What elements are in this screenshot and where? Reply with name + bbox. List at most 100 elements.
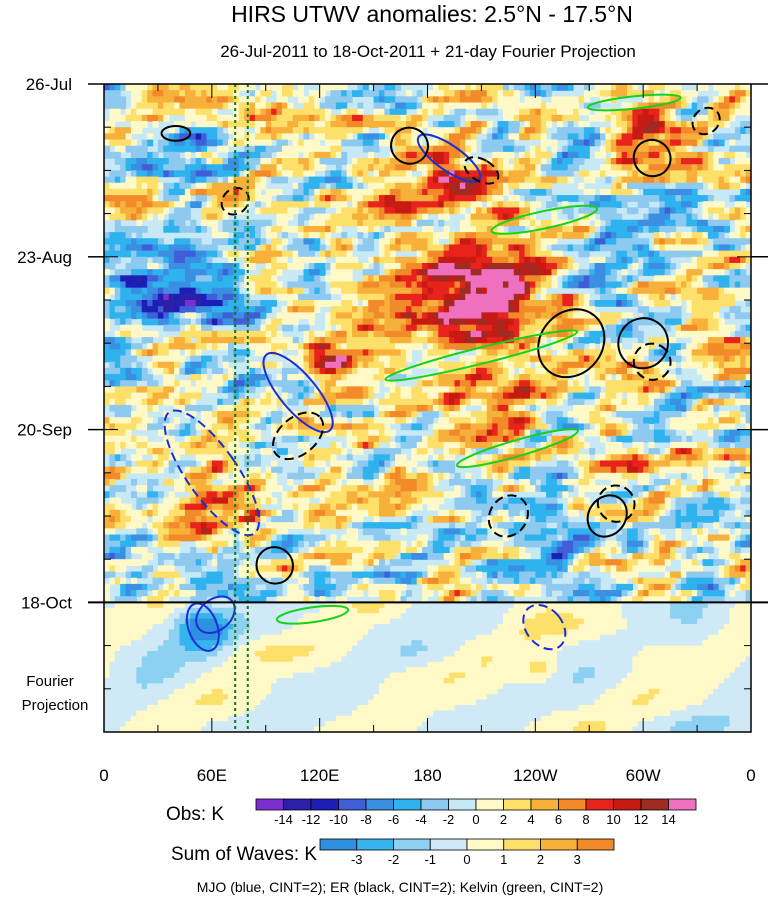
obs-cell bbox=[745, 287, 751, 295]
obs-cell bbox=[109, 312, 116, 320]
obs-cell bbox=[136, 232, 143, 239]
obs-cell bbox=[664, 250, 671, 258]
obs-cell bbox=[254, 207, 261, 215]
obs-cell bbox=[540, 102, 547, 110]
obs-cell bbox=[713, 269, 720, 276]
obs-cell bbox=[416, 300, 423, 307]
obs-cell bbox=[244, 176, 251, 184]
obs-cell bbox=[621, 361, 628, 369]
obs-cell bbox=[734, 343, 741, 350]
obs-cell bbox=[163, 145, 170, 153]
obs-cell bbox=[346, 287, 353, 295]
obs-cell bbox=[454, 281, 461, 289]
obs-cell bbox=[465, 324, 472, 332]
obs-cell bbox=[686, 170, 693, 178]
obs-cell bbox=[206, 250, 213, 258]
obs-cell bbox=[411, 102, 418, 110]
obs-cell bbox=[330, 287, 337, 295]
obs-cell bbox=[260, 312, 267, 320]
obs-cell bbox=[540, 108, 547, 116]
obs-cell bbox=[330, 318, 337, 326]
obs-cell bbox=[222, 232, 229, 239]
obs-cell bbox=[492, 250, 499, 258]
obs-cell bbox=[659, 213, 666, 221]
obs-cell bbox=[184, 201, 191, 209]
obs-cell bbox=[260, 114, 267, 122]
obs-cell bbox=[740, 90, 747, 97]
obs-cell bbox=[562, 232, 569, 239]
obs-cell bbox=[594, 318, 601, 326]
obs-cell bbox=[384, 312, 391, 320]
obs-cell bbox=[276, 225, 283, 233]
obs-cell bbox=[486, 195, 493, 202]
obs-cell bbox=[734, 361, 741, 369]
obs-cell bbox=[702, 293, 709, 301]
obs-cell bbox=[486, 96, 493, 104]
obs-cell bbox=[330, 262, 337, 270]
obs-cell bbox=[271, 250, 278, 258]
obs-cell bbox=[368, 188, 375, 196]
obs-cell bbox=[271, 84, 278, 91]
obs-cell bbox=[130, 121, 137, 128]
obs-cell bbox=[713, 367, 720, 375]
obs-cell bbox=[432, 201, 439, 209]
obs-cell bbox=[130, 312, 137, 320]
obs-cell bbox=[734, 238, 741, 246]
obs-cell bbox=[643, 256, 650, 264]
obs-cell bbox=[670, 90, 677, 97]
obs-cell bbox=[449, 238, 456, 246]
obs-cell bbox=[400, 343, 407, 350]
obs-cell bbox=[562, 151, 569, 159]
obs-cell bbox=[621, 102, 628, 110]
obs-cell bbox=[734, 158, 741, 165]
obs-cell bbox=[195, 201, 202, 209]
obs-cell bbox=[653, 182, 660, 190]
obs-cell bbox=[540, 219, 547, 227]
obs-cell bbox=[228, 380, 234, 387]
obs-cell bbox=[217, 182, 224, 190]
obs-cell bbox=[459, 324, 466, 332]
obs-cell bbox=[362, 324, 369, 332]
obs-cell bbox=[163, 374, 170, 381]
obs-cell bbox=[427, 306, 434, 313]
obs-cell bbox=[395, 84, 402, 91]
obs-cell bbox=[163, 133, 170, 141]
obs-cell bbox=[691, 250, 698, 258]
obs-cell bbox=[616, 238, 623, 246]
obs-cell bbox=[346, 207, 353, 215]
obs-cell bbox=[637, 355, 644, 363]
obs-cell bbox=[637, 349, 644, 357]
obs-cell bbox=[120, 188, 127, 196]
obs-cell bbox=[718, 114, 725, 122]
obs-cell bbox=[616, 312, 623, 320]
obs-cell bbox=[254, 300, 261, 307]
obs-cell bbox=[325, 219, 332, 227]
obs-cell bbox=[556, 324, 563, 332]
obs-cell bbox=[373, 114, 380, 122]
obs-cell bbox=[707, 318, 714, 326]
obs-cell bbox=[648, 114, 655, 122]
obs-cell bbox=[314, 244, 321, 252]
obs-cell bbox=[206, 293, 213, 301]
obs-cell bbox=[621, 262, 628, 270]
obs-cell bbox=[610, 90, 617, 97]
obs-cell bbox=[308, 164, 315, 171]
obs-cell bbox=[260, 306, 267, 313]
obs-cell bbox=[546, 84, 553, 91]
obs-cell bbox=[519, 108, 526, 116]
obs-cell bbox=[502, 275, 509, 283]
obs-cell bbox=[136, 114, 143, 122]
obs-cell bbox=[502, 133, 509, 141]
obs-cell bbox=[130, 238, 137, 246]
obs-cell bbox=[438, 84, 445, 91]
obs-cell bbox=[378, 250, 385, 258]
obs-cell bbox=[492, 380, 499, 387]
obs-cell bbox=[734, 287, 741, 295]
obs-cell bbox=[114, 361, 121, 369]
obs-cell bbox=[524, 374, 531, 381]
obs-cell bbox=[567, 102, 574, 110]
obs-cell bbox=[125, 207, 132, 215]
obs-cell bbox=[346, 238, 353, 246]
obs-cell bbox=[389, 102, 396, 110]
obs-cell bbox=[341, 306, 348, 313]
